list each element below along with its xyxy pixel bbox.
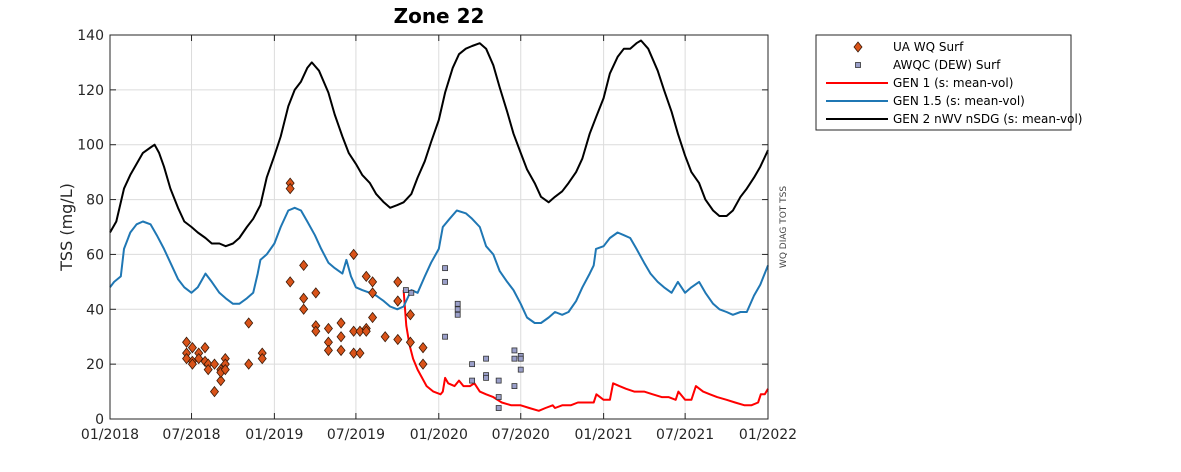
data-point-diamond [418, 342, 428, 354]
data-point-square [495, 394, 502, 400]
data-point-diamond [187, 342, 197, 354]
data-point-square [511, 347, 518, 354]
data-point-diamond [244, 317, 254, 329]
data-point-square [454, 300, 461, 307]
data-point-diamond [220, 363, 230, 376]
y-tick-label: 40 [86, 302, 104, 318]
data-point-square [517, 366, 524, 373]
y-tick-label: 20 [86, 357, 104, 373]
x-tick-label: 07/2018 [162, 427, 220, 443]
x-tick-label: 01/2019 [245, 427, 303, 443]
data-point-square [408, 289, 415, 296]
data-point-diamond [323, 344, 333, 357]
data-point-diamond [244, 358, 254, 370]
legend-entry-label: GEN 1 (s: mean-vol) [893, 76, 1013, 90]
data-point-diamond [285, 182, 295, 195]
data-point-diamond [200, 342, 210, 354]
data-point-diamond [393, 333, 403, 346]
data-point-square [511, 355, 518, 362]
line-series-layer [109, 39, 769, 412]
data-point-diamond [182, 336, 192, 348]
data-point-diamond [336, 344, 346, 357]
data-point-diamond [203, 363, 213, 376]
data-point-square [469, 361, 476, 368]
data-point-diamond [257, 353, 267, 365]
x-tick-label: 01/2022 [739, 427, 797, 443]
data-point-square [442, 265, 448, 272]
legend-marker-square [855, 62, 861, 68]
legend-entry-label: UA WQ Surf [893, 40, 964, 54]
data-point-square [517, 355, 524, 362]
data-point-diamond [368, 276, 378, 288]
x-tick-label: 07/2020 [492, 427, 550, 443]
data-point-square [402, 287, 409, 293]
data-point-diamond [311, 287, 321, 299]
series-line-1 [402, 290, 769, 412]
y-tick-label: 100 [77, 138, 104, 154]
data-point-square [454, 311, 461, 318]
data-point-square [495, 377, 502, 384]
data-point-square [495, 405, 502, 411]
series-line-2 [109, 206, 769, 324]
data-point-diamond [361, 270, 371, 283]
data-point-square [483, 355, 489, 362]
data-point-diamond [209, 358, 219, 370]
data-point-diamond [336, 317, 346, 329]
data-point-diamond [349, 347, 359, 359]
legend-entry-label: GEN 2 nWV nSDG (s: mean-vol) [893, 112, 1082, 126]
chart-title: Zone 22 [394, 4, 485, 28]
data-point-diamond [405, 309, 415, 321]
y-tick-label: 140 [77, 28, 104, 44]
legend-entry-label: GEN 1.5 (s: mean-vol) [893, 94, 1025, 108]
x-tick-label: 07/2019 [327, 427, 385, 443]
x-tick-label: 01/2020 [410, 427, 468, 443]
legend-marker-diamond [853, 41, 863, 53]
data-point-diamond [311, 325, 321, 337]
chart-legend: UA WQ Surf AWQC (DEW) Surf GEN 1 (s: mean-… [815, 34, 1082, 131]
data-point-diamond [368, 311, 378, 324]
legend-entry-label: AWQC (DEW) Surf [893, 58, 1001, 72]
data-point-diamond [299, 303, 309, 315]
y-tick-label: 80 [86, 193, 104, 209]
data-point-diamond [209, 385, 219, 398]
data-point-square [454, 306, 461, 313]
scatter-series-layer [182, 177, 524, 411]
data-point-diamond [216, 374, 226, 387]
data-point-diamond [355, 347, 365, 359]
data-point-diamond [405, 336, 415, 348]
data-point-square [511, 383, 518, 389]
x-tick-label: 01/2021 [575, 427, 633, 443]
data-point-diamond [285, 276, 295, 288]
data-point-diamond [323, 322, 333, 335]
data-point-diamond [418, 358, 428, 370]
right-side-label: WQ DIAG TOT TSS [779, 186, 789, 268]
data-point-diamond [393, 295, 403, 307]
data-point-diamond [336, 331, 346, 343]
y-tick-label: 0 [95, 412, 104, 428]
y-tick-label: 120 [77, 83, 104, 99]
data-point-diamond [361, 325, 371, 337]
data-point-square [483, 374, 489, 381]
x-tick-label: 07/2021 [656, 427, 714, 443]
data-point-diamond [368, 287, 378, 299]
data-point-diamond [349, 325, 359, 337]
data-point-square [469, 377, 476, 384]
series-line-3 [109, 39, 769, 248]
data-point-diamond [187, 358, 197, 370]
axis-ticks: 01/2018 07/2018 01/2019 07/2019 01/2020 07/20… [77, 28, 797, 443]
y-axis-label: TSS (mg/L) [57, 183, 76, 272]
data-point-diamond [393, 276, 403, 288]
data-point-diamond [349, 248, 359, 261]
data-point-diamond [380, 331, 390, 343]
y-tick-label: 60 [86, 247, 104, 263]
data-point-diamond [299, 259, 309, 272]
x-tick-label: 01/2018 [81, 427, 139, 443]
data-point-square [442, 278, 448, 285]
data-point-square [442, 333, 448, 340]
data-point-diamond [299, 292, 309, 304]
